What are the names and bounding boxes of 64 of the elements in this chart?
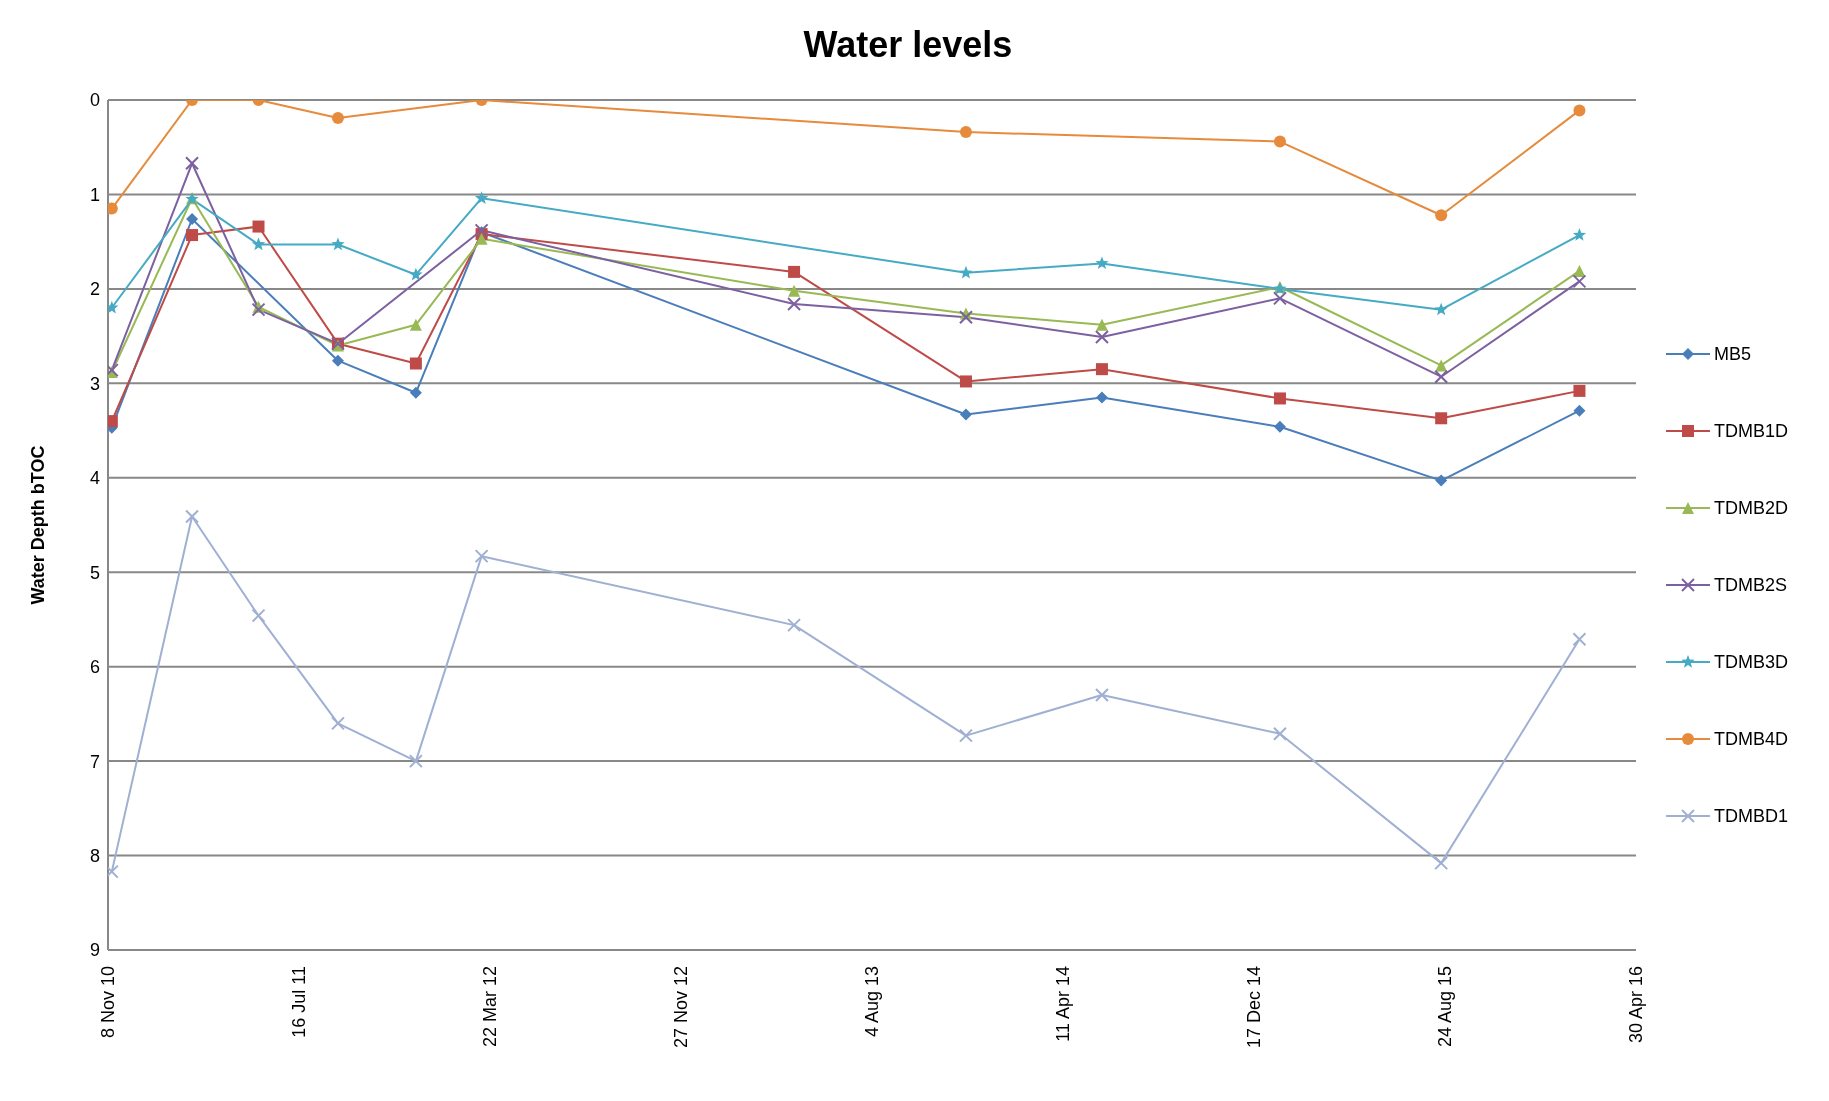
point	[1095, 318, 1108, 331]
legend-label: TDMB2D	[1713, 497, 1788, 519]
y-tick-label: 4	[89, 468, 100, 489]
point	[252, 220, 265, 233]
y-tick-label: 5	[89, 562, 100, 583]
x-tick-label: 30 Apr 16	[1625, 966, 1646, 1044]
x-tick-label: 17 Dec 14	[1243, 966, 1264, 1049]
point	[1573, 264, 1586, 277]
y-tick-label: 8	[89, 845, 100, 866]
point	[331, 237, 345, 251]
y-axis-title: Water Depth bTOC	[28, 445, 49, 605]
point	[475, 232, 488, 245]
point	[1573, 104, 1586, 117]
x-tick-label: 8 Nov 10	[98, 966, 118, 1039]
point	[1095, 391, 1108, 404]
x-tick-label: 4 Aug 13	[861, 966, 882, 1038]
point	[959, 126, 972, 139]
point	[959, 375, 972, 388]
point	[1095, 256, 1109, 270]
legend-label: TDMB2S	[1713, 574, 1787, 596]
legend-label: MB5	[1713, 343, 1751, 365]
point	[1273, 392, 1286, 405]
x-tick-label: 27 Nov 12	[670, 966, 691, 1049]
point	[409, 318, 422, 331]
point	[409, 267, 423, 281]
y-tick-label: 7	[89, 751, 100, 772]
point	[186, 213, 199, 225]
point	[1273, 420, 1286, 433]
point	[331, 111, 344, 124]
x-tick-label: 24 Aug 15	[1434, 966, 1455, 1048]
point	[331, 354, 344, 367]
point	[788, 265, 801, 278]
point	[251, 237, 266, 251]
point	[1435, 412, 1448, 425]
point	[1273, 135, 1286, 148]
y-tick-label: 0	[89, 90, 100, 111]
point	[409, 386, 422, 399]
point	[409, 357, 422, 370]
y-tick-label: 2	[89, 279, 100, 300]
point	[788, 284, 801, 297]
point	[959, 265, 973, 279]
legend-label: TDMBD1	[1713, 805, 1788, 827]
point	[1572, 228, 1587, 241]
point	[1435, 359, 1448, 372]
point	[1434, 302, 1448, 316]
point	[959, 408, 972, 421]
y-tick-label: 6	[89, 657, 100, 678]
legend-label: TDMB1D	[1713, 420, 1788, 442]
y-tick-label: 9	[89, 940, 100, 961]
legend-label: TDMB4D	[1713, 728, 1788, 750]
x-tick-label: 22 Mar 12	[480, 966, 500, 1048]
point	[1573, 384, 1586, 397]
y-tick-label: 1	[89, 184, 100, 205]
chart-title: Water levels	[802, 23, 1014, 67]
legend-label: TDMB3D	[1713, 651, 1788, 673]
y-tick-label: 3	[89, 373, 100, 394]
point	[474, 191, 489, 204]
x-tick-label: 16 Jul 11	[289, 966, 309, 1038]
point	[1435, 474, 1448, 487]
point	[1095, 363, 1108, 376]
point	[186, 229, 199, 242]
x-tick-label: 11 Apr 14	[1052, 966, 1073, 1042]
point	[1435, 209, 1448, 222]
point	[1573, 404, 1586, 417]
